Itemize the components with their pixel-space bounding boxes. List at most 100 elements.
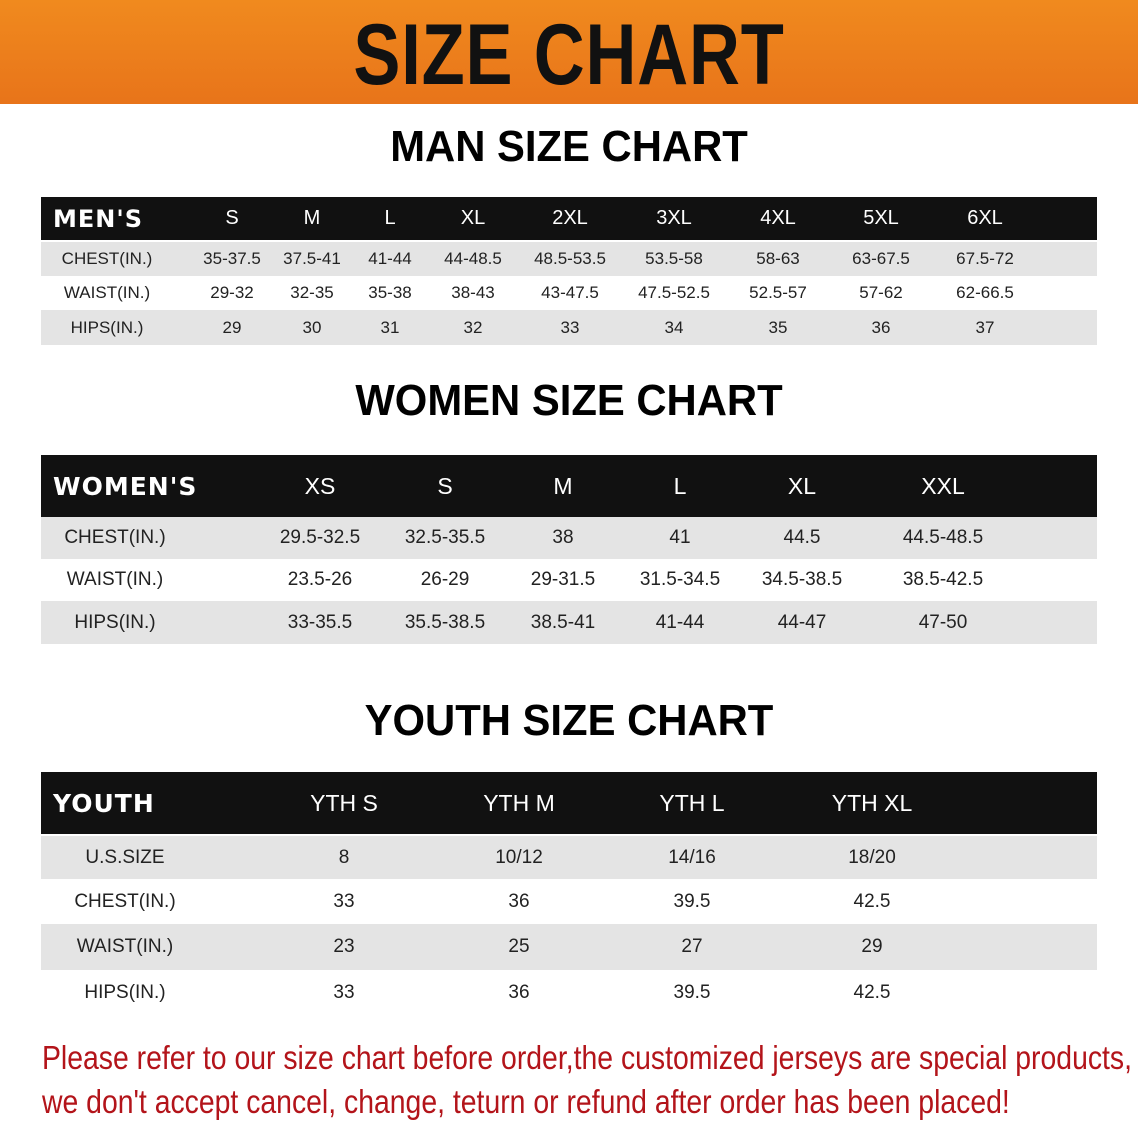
table-cell: 38.5-42.5 [902,569,984,590]
size-header: L [384,207,396,229]
table-row: CHEST(IN.) 29.5-32.5 32.5-35.5 38 41 44.5 44.5… [41,517,1097,559]
table-cell: 42.5 [853,982,891,1003]
size-header: M [553,472,573,499]
table-cell: 14/16 [668,846,716,868]
table-cell: 32 [463,317,483,337]
size-header: XL [460,207,486,229]
table-cell: 18/20 [848,846,896,868]
table-row: HIPS(IN.) 29 30 31 32 33 34 35 36 37 [41,310,1097,345]
table-row: HIPS(IN.) 33 36 39.5 42.5 [41,970,1097,1016]
size-header: XS [304,472,336,499]
size-header: YTH XL [831,789,913,816]
table-cell: 63-67.5 [852,249,910,268]
table-cell: 39.5 [673,982,711,1003]
row-label: WAIST(IN.) [63,283,151,302]
table-cell: 29.5-32.5 [279,527,361,548]
header-label: YOUTH [53,788,155,818]
table-cell: 39.5 [673,890,711,912]
size-header: YTH S [310,789,378,816]
table-cell: 36 [508,982,530,1003]
men-size-table: MEN'S S M L XL 2XL 3XL 4XL 5XL 6XL CHEST(IN.) 35-37… [41,197,1097,345]
table-cell: 32.5-35.5 [404,527,486,548]
table-cell: 44.5 [783,527,821,548]
table-cell: 26-29 [420,569,470,590]
table-cell: 48.5-53.5 [534,249,606,268]
table-row: WAIST(IN.) 23 25 27 29 [41,924,1097,970]
row-label: HIPS(IN.) [84,982,166,1003]
row-label: HIPS(IN.) [74,611,156,633]
row-label: CHEST(IN.) [61,249,153,268]
note-line-1: Please refer to our size chart before or… [42,1039,1133,1076]
table-cell: 44.5-48.5 [902,527,984,548]
men-title: MAN SIZE CHART [390,122,748,171]
size-header: M [303,207,321,229]
header-label: MEN'S [53,204,143,233]
table-cell: 47-50 [918,611,968,633]
table-cell: 42.5 [853,890,891,912]
table-cell: 53.5-58 [645,249,703,268]
row-label: HIPS(IN.) [70,317,144,337]
women-title: WOMEN SIZE CHART [355,376,783,425]
table-cell: 23.5-26 [287,569,353,590]
size-header: S [437,472,453,499]
table-cell: 33-35.5 [287,611,353,633]
row-label: U.S.SIZE [85,846,165,868]
table-cell: 35.5-38.5 [404,611,486,633]
youth-size-table: YOUTH YTH S YTH M YTH L YTH XL U.S.SIZE 8 10/12… [41,772,1097,1016]
row-label: WAIST(IN.) [66,569,164,590]
size-header: XL [787,472,817,499]
table-cell: 67.5-72 [956,249,1014,268]
size-header: 3XL [656,207,692,229]
table-cell: 38.5-41 [530,611,596,633]
note-line-2: we don't accept cancel, change, teturn o… [42,1083,1010,1120]
table-cell: 38 [552,527,574,548]
table-cell: 30 [302,317,322,337]
table-cell: 35 [768,317,788,337]
table-cell: 44-47 [777,611,827,633]
table-cell: 47.5-52.5 [638,283,710,302]
table-cell: 27 [681,936,703,957]
table-cell: 36 [871,317,891,337]
table-cell: 41 [669,527,691,548]
table-cell: 37.5-41 [283,249,341,268]
table-cell: 29 [222,317,242,337]
size-header: S [225,207,239,229]
row-label: WAIST(IN.) [76,936,174,957]
table-cell: 23 [333,936,355,957]
table-cell: 29 [861,936,883,957]
table-cell: 35-38 [368,283,412,302]
table-cell: 43-47.5 [541,283,599,302]
size-header: YTH M [483,789,555,816]
table-cell: 41-44 [368,249,412,268]
table-cell: 25 [508,936,530,957]
size-header: XXL [921,472,965,499]
table-cell: 35-37.5 [203,249,261,268]
row-label: CHEST(IN.) [74,890,176,912]
table-header: YOUTH YTH S YTH M YTH L YTH XL [41,772,1097,834]
order-note: Please refer to our size chart before or… [42,1036,1133,1124]
youth-title: YOUTH SIZE CHART [364,696,774,745]
table-row: CHEST(IN.) 33 36 39.5 42.5 [41,879,1097,924]
table-cell: 33 [333,890,355,912]
table-cell: 36 [508,890,530,912]
size-header: 5XL [863,207,899,229]
table-row: CHEST(IN.) 35-37.5 37.5-41 41-44 44-48.5 48.5… [41,242,1097,276]
banner: SIZE CHART [0,0,1138,104]
table-cell: 57-62 [859,283,903,302]
row-label: CHEST(IN.) [64,527,166,548]
size-header: 2XL [552,207,588,229]
table-row: WAIST(IN.) 29-32 32-35 35-38 38-43 43-47.5 47.… [41,276,1097,310]
size-header: 6XL [967,207,1003,229]
table-cell: 58-63 [756,249,800,268]
table-header: MEN'S S M L XL 2XL 3XL 4XL 5XL 6XL [41,197,1097,240]
table-cell: 37 [975,317,995,337]
table-cell: 41-44 [655,611,705,633]
table-row: WAIST(IN.) 23.5-26 26-29 29-31.5 31.5-34.5 34… [41,559,1097,601]
table-cell: 31 [380,317,400,337]
table-cell: 33 [560,317,580,337]
table-cell: 10/12 [495,846,543,868]
table-row: U.S.SIZE 8 10/12 14/16 18/20 [41,836,1097,879]
size-header: YTH L [659,789,725,816]
women-size-table: WOMEN'S XS S M L XL XXL CHEST(IN.) 29.5-32.5 32.5… [41,455,1097,644]
table-cell: 8 [338,846,350,868]
